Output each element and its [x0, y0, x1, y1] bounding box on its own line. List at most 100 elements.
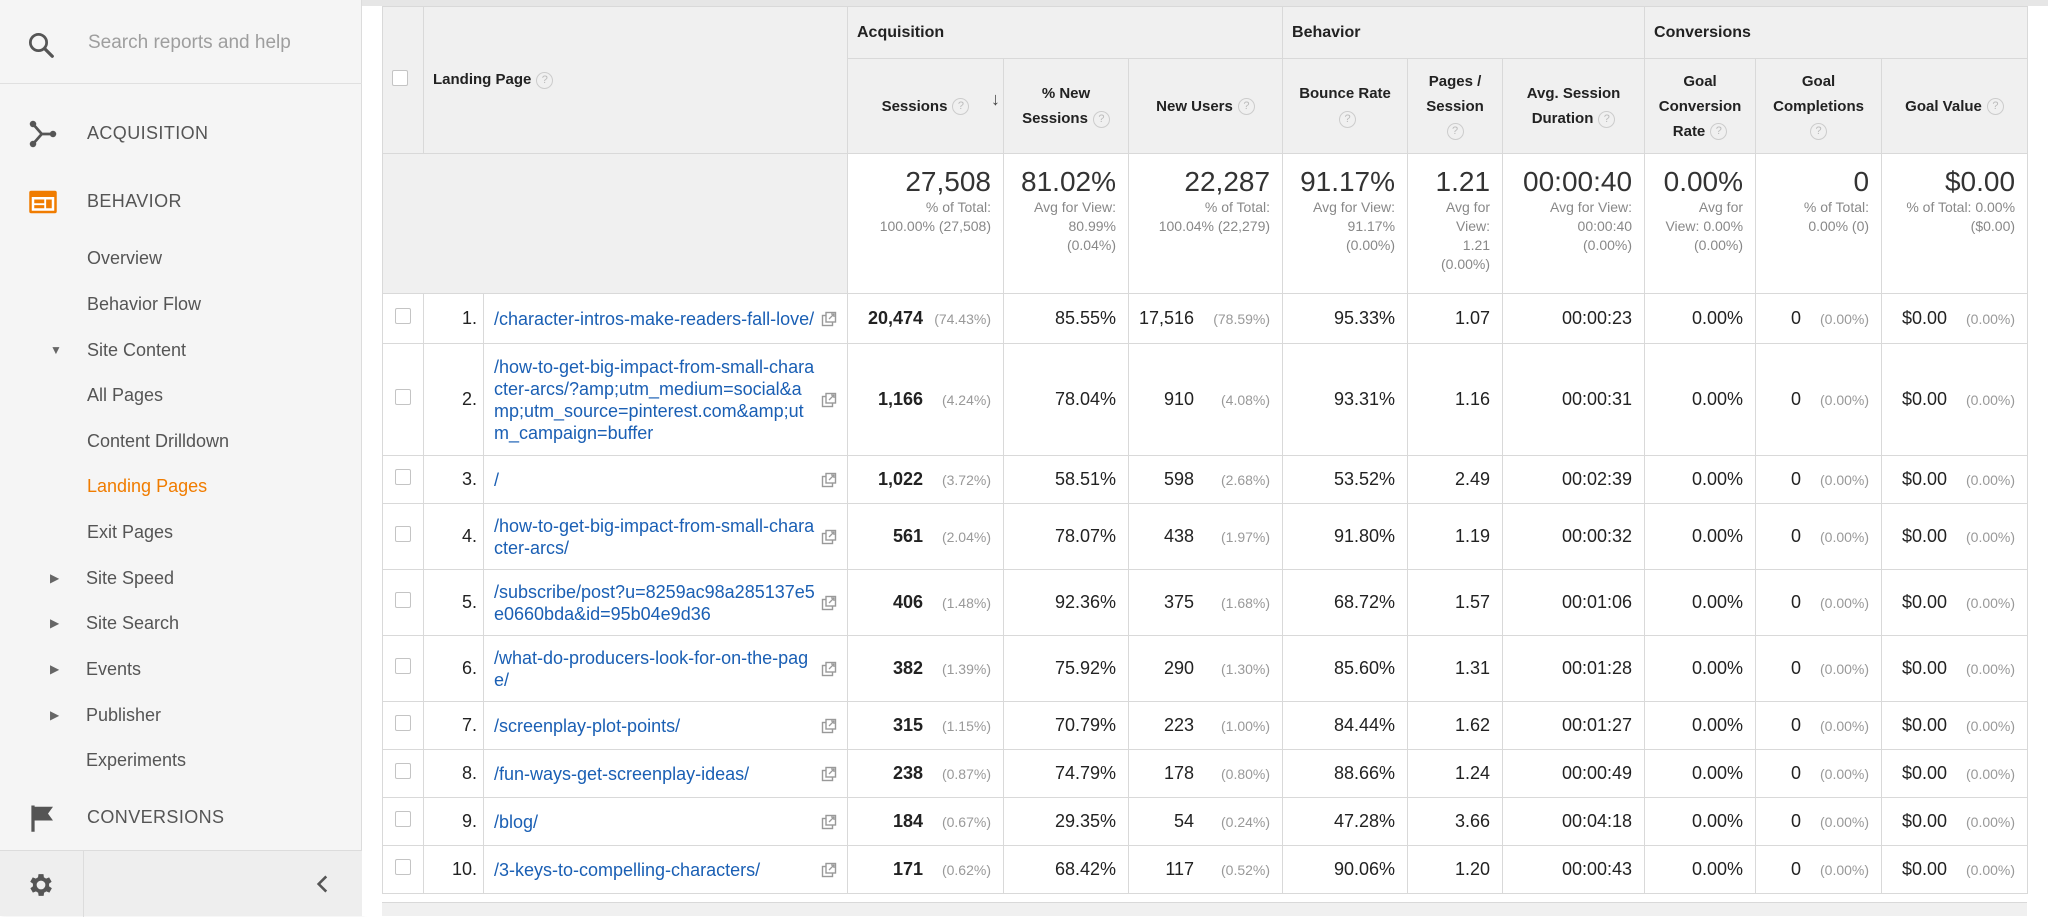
table-row[interactable]: 10. /3-keys-to-compelling-characters/ 17… — [382, 845, 2029, 894]
new-sessions-cell: 74.79% — [1003, 749, 1129, 798]
sessions-cell: 382 (1.39%) — [847, 635, 1004, 702]
help-icon[interactable]: ? — [1446, 123, 1464, 141]
row-checkbox[interactable] — [395, 592, 411, 608]
open-external-icon[interactable] — [821, 766, 837, 782]
sidebar-item-content-drilldown[interactable]: Content Drilldown — [0, 421, 362, 461]
help-icon[interactable]: ? — [1092, 110, 1110, 128]
help-icon[interactable]: ? — [1810, 123, 1828, 141]
row-checkbox[interactable] — [395, 308, 411, 324]
table-row[interactable]: 7. /screenplay-plot-points/ 315 (1.15%) 7… — [382, 701, 2029, 750]
open-external-icon[interactable] — [821, 472, 837, 488]
column-goal-value[interactable]: Goal Value? — [1881, 58, 2029, 154]
total-goal-completions: 0 % of Total: 0.00% (0) — [1755, 153, 1883, 294]
landing-page-cell: /fun-ways-get-screenplay-ideas/ — [483, 749, 848, 798]
landing-page-link[interactable]: /fun-ways-get-screenplay-ideas/ — [494, 763, 750, 784]
top-divider — [362, 0, 2048, 6]
landing-page-link[interactable]: /subscribe/post?u=8259ac98a285137e5e0660… — [494, 581, 815, 624]
help-icon[interactable]: ? — [1598, 110, 1616, 128]
landing-page-link[interactable]: /screenplay-plot-points/ — [494, 715, 681, 736]
column-sessions[interactable]: Sessions? ↓ — [847, 58, 1004, 154]
row-checkbox[interactable] — [395, 811, 411, 827]
select-all-checkbox[interactable] — [392, 69, 408, 86]
table-row[interactable]: 9. /blog/ 184 (0.67%) 29.35% 54 (0.24%) 47… — [382, 797, 2029, 846]
table-row[interactable]: 6. /what-do-producers-look-for-on-the-pa… — [382, 635, 2029, 702]
chevron-left-icon[interactable] — [310, 871, 336, 897]
open-external-icon[interactable] — [821, 661, 837, 677]
sidebar-item-behavior-flow[interactable]: Behavior Flow — [0, 284, 362, 324]
column-label: Landing Page — [433, 71, 532, 89]
landing-page-link[interactable]: /character-intros-make-readers-fall-love… — [494, 308, 815, 329]
help-icon[interactable]: ? — [952, 98, 970, 116]
row-checkbox[interactable] — [395, 469, 411, 485]
column-new-users[interactable]: New Users? — [1127, 58, 1284, 154]
new-users-cell: 17,516 (78.59%) — [1127, 293, 1284, 344]
admin-button[interactable] — [0, 851, 84, 917]
sidebar-item-all-pages[interactable]: All Pages — [0, 375, 362, 415]
open-external-icon[interactable] — [821, 814, 837, 830]
landing-page-link[interactable]: /3-keys-to-compelling-characters/ — [494, 859, 761, 880]
open-external-icon[interactable] — [821, 595, 837, 611]
open-external-icon[interactable] — [821, 529, 837, 545]
row-checkbox[interactable] — [395, 715, 411, 731]
sidebar-item-experiments[interactable]: Experiments — [0, 740, 362, 780]
help-icon[interactable]: ? — [1986, 98, 2004, 116]
help-icon[interactable]: ? — [1237, 98, 1255, 116]
table-row[interactable]: 5. /subscribe/post?u=8259ac98a285137e5e0… — [382, 569, 2029, 636]
total-value: 0.00% — [1663, 166, 1744, 197]
row-checkbox[interactable] — [395, 763, 411, 779]
table-row[interactable]: 4. /how-to-get-big-impact-from-small-cha… — [382, 503, 2029, 570]
help-icon[interactable]: ? — [1710, 123, 1728, 141]
sidebar-item-overview[interactable]: Overview — [0, 238, 362, 278]
nav-section-acquisition[interactable]: ACQUISITION — [0, 109, 362, 157]
nav-section-behavior[interactable]: BEHAVIOR — [0, 177, 362, 225]
sort-desc-icon[interactable]: ↓ — [991, 89, 1000, 109]
help-icon[interactable]: ? — [536, 71, 554, 89]
sessions-cell: 184 (0.67%) — [847, 797, 1004, 846]
column-goal-completions[interactable]: Goal Completions ? — [1755, 58, 1883, 154]
column-avg-session-duration[interactable]: Avg. Session Duration? — [1502, 58, 1646, 154]
open-external-icon[interactable] — [821, 392, 837, 408]
column-goal-conversion-rate[interactable]: Goal Conversion Rate? — [1644, 58, 1757, 154]
goal-completions-percent: (0.00%) — [1820, 529, 1870, 545]
sidebar-item-site-content[interactable]: ▼ Site Content — [0, 330, 362, 370]
total-note: (0.04%) — [1066, 237, 1116, 253]
column-new-sessions[interactable]: % New Sessions? — [1003, 58, 1129, 154]
landing-page-link[interactable]: /how-to-get-big-impact-from-small-charac… — [494, 515, 815, 558]
search-input[interactable] — [88, 28, 348, 58]
sidebar-item-exit-pages[interactable]: Exit Pages — [0, 512, 362, 552]
landing-page-link[interactable]: /what-do-producers-look-for-on-the-page/ — [494, 647, 809, 690]
landing-page-link[interactable]: /blog/ — [494, 811, 539, 832]
sidebar-item-events[interactable]: ▶ Events — [0, 649, 362, 689]
row-index: 3. — [423, 455, 484, 504]
sessions-value: 382 — [892, 658, 923, 678]
goal-completions-cell: 0 (0.00%) — [1755, 749, 1883, 798]
new-sessions-cell: 75.92% — [1003, 635, 1129, 702]
sidebar-item-site-search[interactable]: ▶ Site Search — [0, 603, 362, 643]
sessions-value: 1,022 — [877, 469, 923, 489]
sidebar-item-site-speed[interactable]: ▶ Site Speed — [0, 558, 362, 598]
table-row[interactable]: 1. /character-intros-make-readers-fall-l… — [382, 293, 2029, 344]
table-row[interactable]: 3. / 1,022 (3.72%) 58.51% 598 (2.68%) 53.5… — [382, 455, 2029, 504]
nav-section-conversions[interactable]: CONVERSIONS — [0, 793, 362, 841]
row-checkbox[interactable] — [395, 389, 411, 405]
landing-page-link[interactable]: / — [494, 469, 500, 490]
row-checkbox[interactable] — [395, 526, 411, 542]
sessions-percent: (4.24%) — [941, 392, 991, 408]
open-external-icon[interactable] — [821, 862, 837, 878]
help-icon[interactable]: ? — [1339, 110, 1357, 128]
row-checkbox[interactable] — [395, 658, 411, 674]
row-checkbox[interactable] — [395, 859, 411, 875]
sidebar-item-publisher[interactable]: ▶ Publisher — [0, 695, 362, 735]
table-row[interactable]: 8. /fun-ways-get-screenplay-ideas/ 238 (0… — [382, 749, 2029, 798]
search-icon[interactable] — [26, 30, 56, 60]
open-external-icon[interactable] — [821, 311, 837, 327]
sidebar-item-landing-pages[interactable]: Landing Pages — [0, 466, 362, 506]
column-bounce-rate[interactable]: Bounce Rate ? — [1282, 58, 1409, 154]
open-external-icon[interactable] — [821, 718, 837, 734]
landing-page-header[interactable]: Landing Page? — [423, 6, 848, 154]
column-label: Goal — [1801, 72, 1836, 90]
table-row[interactable]: 2. /how-to-get-big-impact-from-small-cha… — [382, 343, 2029, 456]
goal-completions-value: 0 — [1791, 763, 1802, 783]
landing-page-link[interactable]: /how-to-get-big-impact-from-small-charac… — [494, 356, 815, 443]
column-pages-session[interactable]: Pages / Session ? — [1407, 58, 1504, 154]
